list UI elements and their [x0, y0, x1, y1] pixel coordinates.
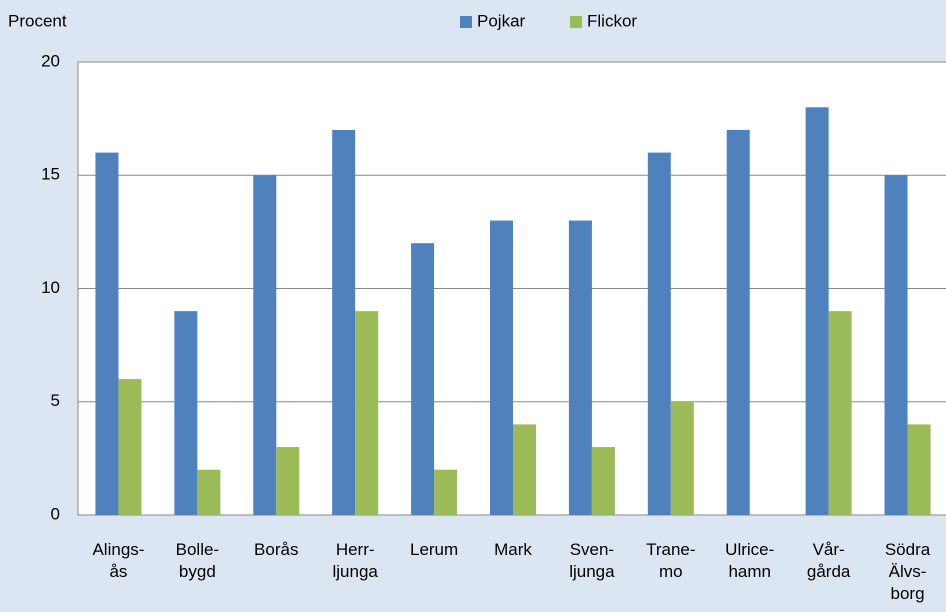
bar	[174, 311, 198, 515]
bar	[513, 424, 536, 515]
bar	[726, 129, 750, 515]
x-tick-label: Vår-gårda	[807, 540, 851, 581]
bar	[355, 311, 379, 515]
x-tick-label: Herr-ljunga	[332, 540, 378, 581]
x-tick-label: Sven-ljunga	[569, 540, 615, 581]
y-tick-label: 10	[41, 278, 60, 297]
bar	[568, 220, 592, 516]
bar	[253, 175, 277, 515]
legend-swatch	[460, 16, 472, 28]
y-axis-label: Procent	[8, 11, 67, 30]
y-tick-label: 0	[51, 504, 60, 523]
x-tick-label: Trane-mo	[646, 540, 695, 581]
y-tick-label: 5	[51, 391, 60, 410]
x-tick-label: Lerum	[410, 540, 458, 559]
bar	[118, 379, 142, 515]
bar	[490, 220, 513, 516]
bar	[828, 311, 852, 515]
bar	[670, 401, 694, 515]
bar	[197, 469, 221, 515]
y-tick-label: 20	[41, 51, 60, 70]
bar	[907, 424, 931, 515]
legend-label: Flickor	[587, 11, 637, 30]
bar	[411, 243, 435, 515]
bar	[434, 469, 458, 515]
bar	[884, 175, 908, 515]
bar	[95, 152, 119, 515]
bar	[591, 447, 615, 515]
bar	[647, 152, 671, 515]
x-tick-label: Alings-ås	[92, 540, 144, 581]
x-tick-label: Mark	[494, 540, 532, 559]
legend-label: Pojkar	[477, 11, 526, 30]
bar	[332, 129, 356, 515]
x-tick-label: Ulrice-hamn	[725, 540, 774, 581]
legend-swatch	[570, 16, 582, 28]
x-tick-label: Bolle-bygd	[176, 540, 219, 581]
x-tick-label: Borås	[254, 540, 298, 559]
x-tick-label: Södra Älvs-borg	[885, 540, 931, 603]
y-tick-label: 15	[41, 165, 60, 184]
bar	[805, 107, 829, 516]
bar	[276, 447, 300, 515]
